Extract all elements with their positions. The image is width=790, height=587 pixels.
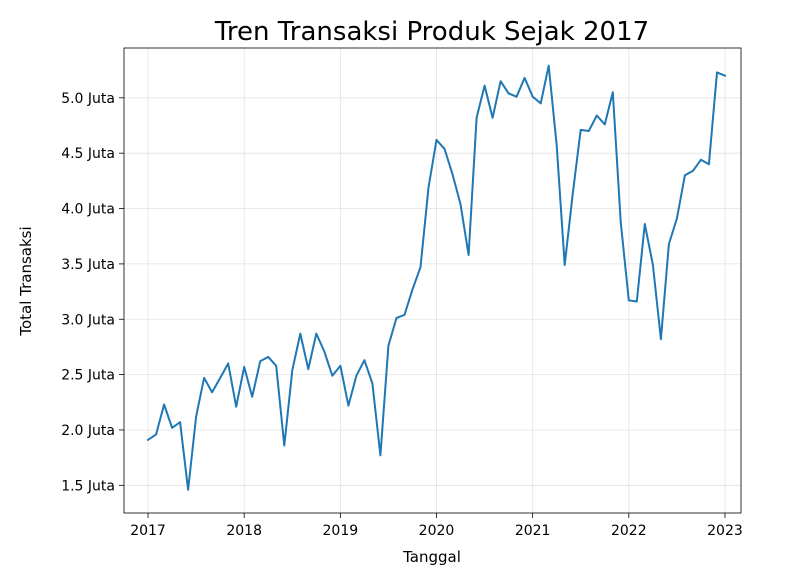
x-axis-label: Tanggal: [402, 548, 461, 566]
chart-title: Tren Transaksi Produk Sejak 2017: [214, 17, 649, 47]
y-tick-label: 3.5 Juta: [61, 257, 115, 273]
y-axis-label: Total Transaksi: [17, 226, 35, 336]
x-tick-label: 2021: [515, 523, 551, 539]
x-tick-label: 2023: [707, 523, 743, 539]
y-axis: 1.5 Juta 2.0 Juta 2.5 Juta 3.0 Juta 3.5 Juta…: [61, 91, 124, 494]
series-layer: [146, 64, 727, 491]
y-tick-label: 2.5 Juta: [61, 368, 115, 384]
y-tick-label: 4.0 Juta: [61, 202, 115, 218]
x-tick-label: 2020: [419, 523, 455, 539]
y-tick-label: 3.0 Juta: [61, 312, 115, 328]
x-axis: 2017 2018 2019 2020 2021 2022 2023: [130, 513, 743, 539]
y-tick-label: 1.5 Juta: [61, 478, 115, 494]
x-tick-label: 2022: [611, 523, 647, 539]
x-tick-label: 2017: [130, 523, 166, 539]
plot-frame: [123, 47, 742, 514]
grid: [124, 48, 741, 513]
x-tick-label: 2018: [226, 523, 262, 539]
y-tick-label: 4.5 Juta: [61, 146, 115, 162]
y-tick-label: 5.0 Juta: [61, 91, 115, 107]
x-tick-label: 2019: [323, 523, 359, 539]
y-tick-label: 2.0 Juta: [61, 423, 115, 439]
